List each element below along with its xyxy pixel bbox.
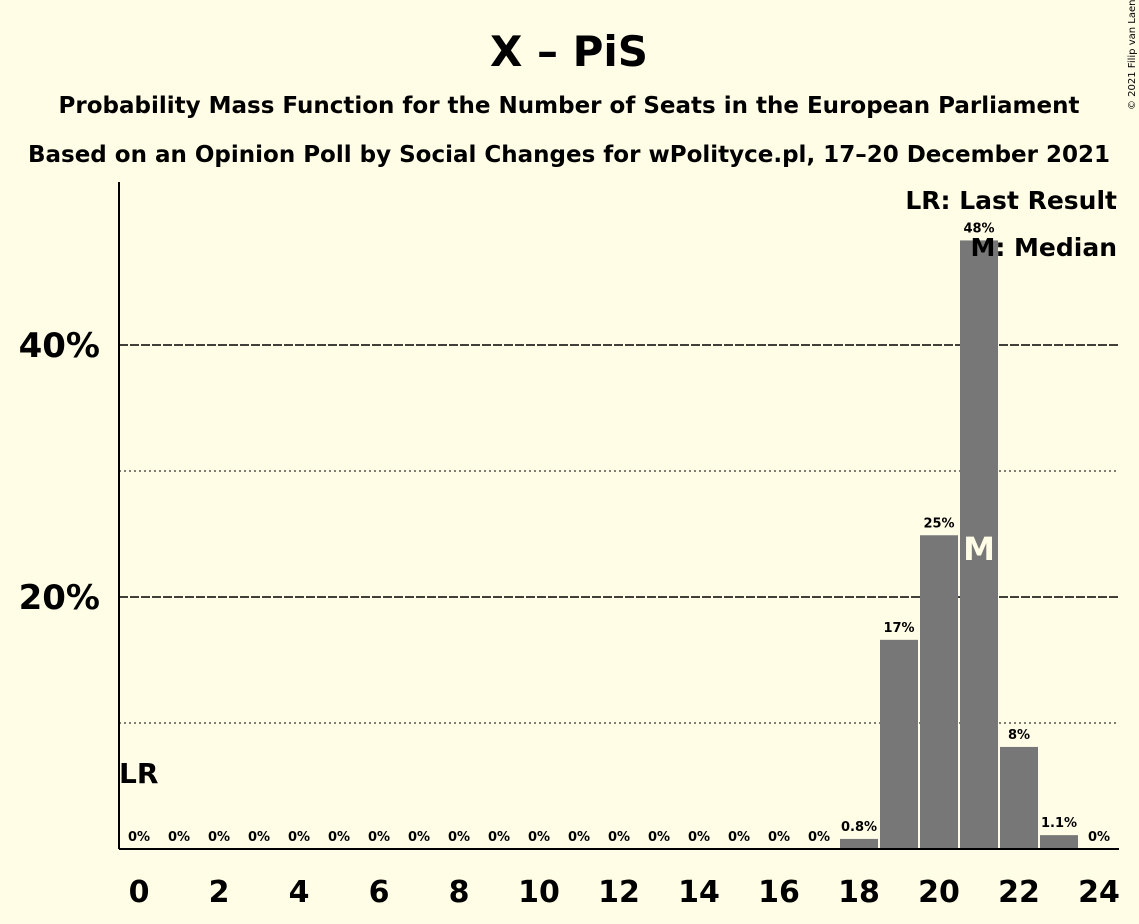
bar-label-seat-3: 0%	[248, 830, 270, 845]
bar-label-seat-13: 0%	[648, 830, 670, 845]
bar-label-seat-19: 17%	[883, 621, 914, 636]
bar-seat-22	[1000, 746, 1038, 849]
bar-label-seat-0: 0%	[128, 830, 150, 845]
chart-title: X – PiS	[490, 27, 648, 76]
y-tick-label-40: 40%	[19, 326, 100, 366]
bar-seat-23	[1040, 835, 1078, 849]
x-tick-label-20: 20	[918, 875, 960, 910]
median-marker: M	[963, 530, 995, 568]
bar-label-seat-4: 0%	[288, 830, 310, 845]
bar-label-seat-7: 0%	[408, 830, 430, 845]
x-tick-label-4: 4	[289, 875, 310, 910]
bar-label-seat-22: 8%	[1008, 728, 1030, 743]
x-tick-label-6: 6	[369, 875, 390, 910]
y-tick-label-20: 20%	[19, 578, 100, 618]
x-tick-label-14: 14	[678, 875, 720, 910]
bar-seat-21	[960, 240, 998, 850]
y-tick-labels: 20% 40%	[19, 326, 100, 618]
bar-label-seat-16: 0%	[768, 830, 790, 845]
bar-label-seat-11: 0%	[568, 830, 590, 845]
bar-seat-18	[840, 838, 878, 849]
bar-seat-19	[880, 639, 918, 849]
bar-seat-20	[920, 535, 958, 849]
x-tick-labels: 0 2 4 6 8 10 12 14 16 18 20 22 24	[129, 875, 1120, 910]
bar-label-seat-15: 0%	[728, 830, 750, 845]
bar-label-seat-12: 0%	[608, 830, 630, 845]
bar-label-seat-17: 0%	[808, 830, 830, 845]
bar-label-seat-8: 0%	[448, 830, 470, 845]
x-tick-label-8: 8	[449, 875, 470, 910]
bar-label-seat-21: 48%	[963, 221, 994, 236]
bar-label-seat-1: 0%	[168, 830, 190, 845]
x-tick-label-24: 24	[1078, 875, 1120, 910]
x-tick-label-0: 0	[129, 875, 150, 910]
bar-label-seat-5: 0%	[328, 830, 350, 845]
chart-subtitle-source: Based on an Opinion Poll by Social Chang…	[28, 142, 1110, 168]
x-tick-label-16: 16	[758, 875, 800, 910]
legend-median: M: Median	[970, 233, 1117, 262]
bar-data-labels: 0% 0% 0% 0% 0% 0% 0% 0% 0% 0% 0% 0% 0% 0% 0% 0% 0% 0% 0.8%…	[128, 221, 1110, 845]
copyright-notice: © 2021 Filip van Laenen	[1127, 0, 1138, 110]
x-tick-label-10: 10	[518, 875, 560, 910]
last-result-marker: LR	[119, 757, 158, 790]
bars	[840, 240, 1078, 850]
bar-label-seat-10: 0%	[528, 830, 550, 845]
bar-label-seat-9: 0%	[488, 830, 510, 845]
x-tick-label-22: 22	[998, 875, 1040, 910]
bar-label-seat-2: 0%	[208, 830, 230, 845]
x-tick-label-18: 18	[838, 875, 880, 910]
bar-label-seat-14: 0%	[688, 830, 710, 845]
bar-label-seat-23: 1.1%	[1041, 816, 1077, 831]
x-tick-label-2: 2	[209, 875, 230, 910]
chart-subtitle: Probability Mass Function for the Number…	[59, 93, 1080, 119]
bar-label-seat-20: 25%	[923, 516, 954, 531]
legend-last-result: LR: Last Result	[905, 186, 1117, 215]
bar-label-seat-6: 0%	[368, 830, 390, 845]
bar-label-seat-24: 0%	[1088, 830, 1110, 845]
x-tick-label-12: 12	[598, 875, 640, 910]
bar-label-seat-18: 0.8%	[841, 820, 877, 835]
